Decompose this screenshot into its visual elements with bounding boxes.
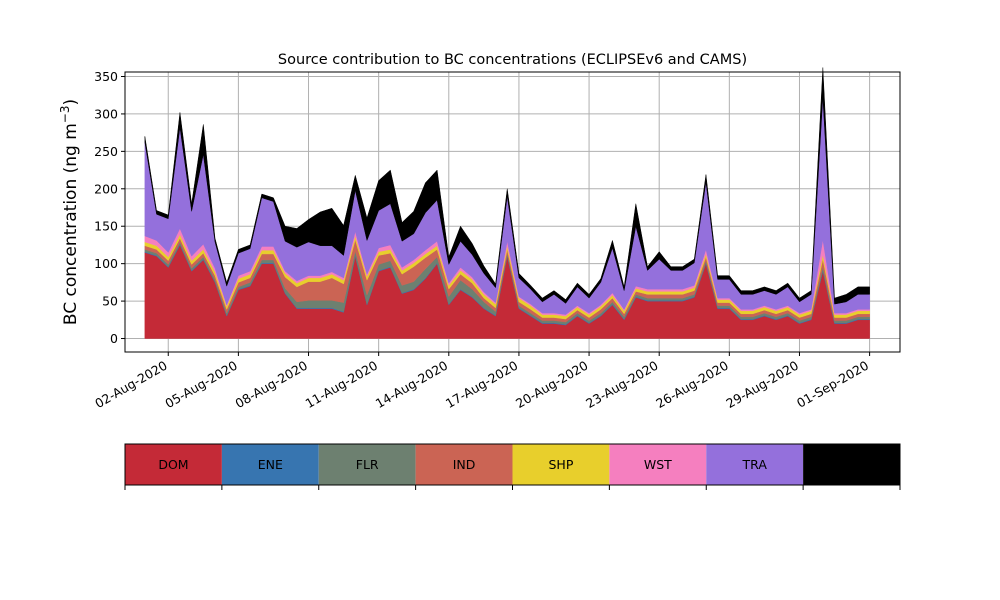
legend-label-ene: ENE (258, 457, 283, 472)
legend-label-shp: SHP (549, 457, 574, 472)
y-tick-label: 200 (94, 181, 118, 196)
y-tick-label: 150 (94, 219, 118, 234)
legend-swatch-flr (318, 444, 416, 485)
legend-swatch-bb (803, 444, 900, 485)
legend-label-bb: BB (843, 457, 860, 472)
y-tick-label: 300 (94, 106, 118, 121)
y-axis-label-main: BC concentration (ng m (61, 123, 81, 325)
legend-swatch-ene (221, 444, 319, 485)
y-tick-label: 0 (110, 331, 118, 346)
legend-swatch-shp (512, 444, 610, 485)
area-bb (144, 67, 870, 305)
y-axis-label: BC concentration (ng m−3) (58, 99, 81, 325)
stacked-areas (144, 67, 870, 339)
y-tick-label: 350 (94, 69, 118, 84)
y-axis: 0 50 100 150 200 250 300 350 (94, 69, 125, 346)
legend-swatch-tra (706, 444, 804, 485)
legend-label-tra: TRA (742, 457, 768, 472)
legend-swatch-dom (125, 444, 222, 485)
y-tick-label: 50 (102, 294, 118, 309)
y-axis-label-close: ) (61, 99, 81, 106)
legend-label-flr: FLR (356, 457, 379, 472)
legend-label-wst: WST (644, 457, 672, 472)
legend-label-dom: DOM (158, 457, 188, 472)
y-tick-label: 100 (94, 256, 118, 271)
legend-swatch-ind (415, 444, 513, 485)
plot-frame (124, 71, 901, 353)
legend-label-ind: IND (453, 457, 476, 472)
legend: DOM ENE FLR IND SHP WST TRA BB (124, 443, 901, 490)
y-axis-label-superscript: −3 (58, 105, 72, 123)
chart-title: Source contribution to BC concentrations… (278, 52, 747, 68)
legend-swatch-wst (609, 444, 707, 485)
y-tick-label: 250 (94, 144, 118, 159)
